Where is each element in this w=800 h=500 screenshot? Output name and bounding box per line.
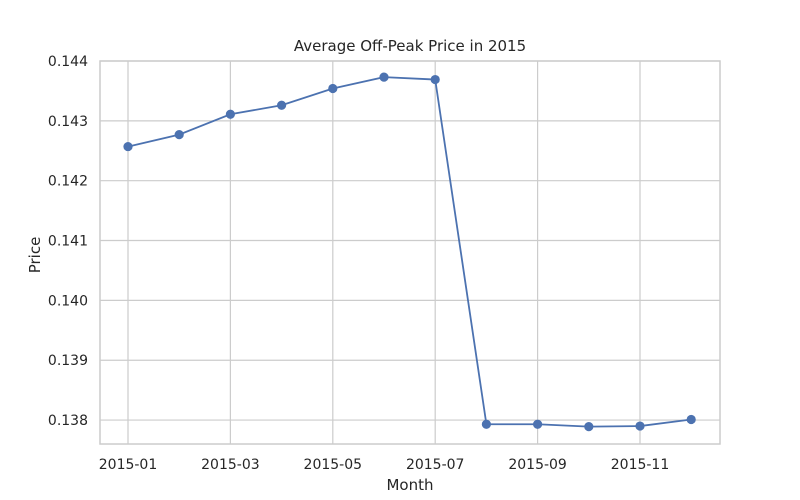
y-tick-label: 0.144 xyxy=(48,54,88,70)
y-tick-label: 0.142 xyxy=(48,174,88,190)
chart-title: Average Off-Peak Price in 2015 xyxy=(294,37,526,55)
data-point-2015-09 xyxy=(533,419,543,429)
data-point-2015-08 xyxy=(481,419,491,429)
series-layer xyxy=(123,72,696,432)
data-point-2015-12 xyxy=(686,414,696,425)
y-tick-labels: 0.138 0.139 0.140 0.141 0.142 0.143 0.144 xyxy=(48,54,88,429)
plot-frame xyxy=(99,60,721,445)
grid xyxy=(100,60,720,444)
y-tick-label: 0.143 xyxy=(48,114,88,130)
y-axis-label: Price xyxy=(26,237,44,274)
x-tick-label: 2015-03 xyxy=(201,457,260,473)
x-tick-labels: 2015-01 2015-03 2015-05 2015-07 2015-09 2015-… xyxy=(99,457,670,473)
y-tick-label: 0.138 xyxy=(48,413,88,429)
data-point-2015-03 xyxy=(225,109,235,119)
y-tick-label: 0.140 xyxy=(48,293,88,309)
data-point-2015-06 xyxy=(379,72,389,82)
x-tick-label: 2015-01 xyxy=(99,457,158,473)
x-axis-label: Month xyxy=(386,476,433,494)
data-point-2015-01 xyxy=(123,141,133,152)
data-point-2015-07 xyxy=(430,74,440,85)
data-point-2015-10 xyxy=(584,422,594,432)
data-point-2015-04 xyxy=(277,100,287,110)
y-tick-label: 0.141 xyxy=(48,234,88,250)
x-tick-label: 2015-07 xyxy=(406,457,465,473)
data-point-2015-11 xyxy=(635,421,645,431)
y-tick-label: 0.139 xyxy=(48,353,88,369)
data-point-2015-05 xyxy=(328,83,338,94)
x-tick-label: 2015-05 xyxy=(304,457,363,473)
x-tick-label: 2015-11 xyxy=(611,457,670,473)
series-line xyxy=(127,76,692,428)
data-point-2015-02 xyxy=(174,130,184,140)
x-tick-label: 2015-09 xyxy=(508,457,567,473)
